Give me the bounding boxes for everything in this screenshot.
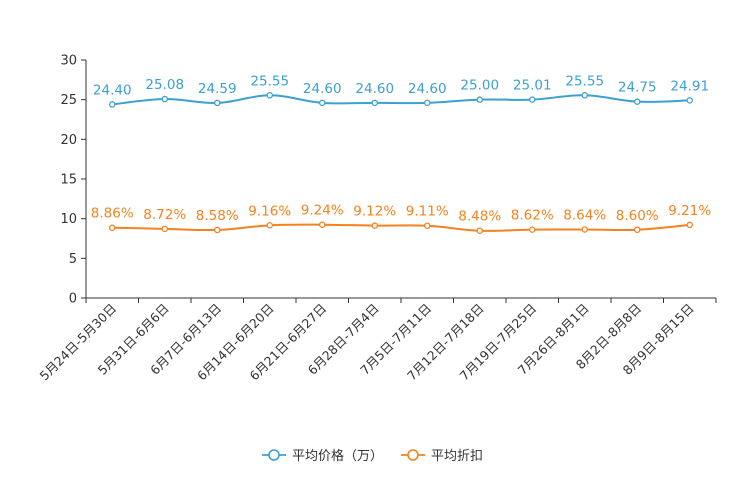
data-point xyxy=(476,96,483,103)
data-label: 8.58% xyxy=(196,208,239,224)
y-tick-label: 20 xyxy=(60,133,77,148)
data-point xyxy=(371,222,378,229)
y-tick-label: 10 xyxy=(60,212,77,227)
legend-label: 平均价格（万） xyxy=(292,448,383,464)
data-point xyxy=(686,97,694,104)
data-label: 8.72% xyxy=(143,207,186,223)
data-label: 9.21% xyxy=(668,203,711,219)
y-tick-label: 0 xyxy=(69,292,77,307)
data-point xyxy=(266,222,273,229)
data-point xyxy=(423,222,431,229)
data-label: 8.48% xyxy=(458,209,501,225)
data-point xyxy=(318,99,326,107)
data-label: 25.08 xyxy=(145,77,184,93)
y-tick-label: 5 xyxy=(69,252,77,267)
data-point xyxy=(371,99,378,107)
series-line-1 xyxy=(112,94,690,106)
data-point xyxy=(266,92,273,99)
legend: 平均价格（万） 平均折扣 xyxy=(262,448,483,464)
legend-label: 平均折扣 xyxy=(431,449,483,464)
data-point xyxy=(476,227,483,234)
data-point xyxy=(109,224,116,231)
data-label: 24.91 xyxy=(670,78,709,94)
data-point xyxy=(318,221,326,228)
data-label: 25.55 xyxy=(565,73,604,89)
y-tick-label: 25 xyxy=(60,93,77,108)
legend-marker xyxy=(268,449,280,461)
data-label: 8.64% xyxy=(563,207,606,223)
data-point xyxy=(423,99,431,107)
data-label: 8.60% xyxy=(616,208,659,224)
data-point xyxy=(109,101,116,108)
data-point xyxy=(161,225,168,233)
data-label: 8.62% xyxy=(511,208,554,224)
data-label: 25.01 xyxy=(513,78,552,94)
data-label: 9.12% xyxy=(353,204,396,220)
data-labels: 24.40 25.08 24.59 25.55 24.60 24.60 24.60 25.00… xyxy=(91,73,712,224)
series-lines xyxy=(109,92,694,234)
y-tick-label: 15 xyxy=(60,173,77,188)
data-label: 25.55 xyxy=(250,73,289,89)
data-point xyxy=(161,95,168,103)
data-point xyxy=(634,98,641,105)
data-label: 24.75 xyxy=(618,80,657,96)
data-point xyxy=(213,99,221,107)
data-label: 9.24% xyxy=(301,203,344,219)
data-point xyxy=(686,221,694,229)
data-point xyxy=(634,226,641,234)
data-label: 24.60 xyxy=(355,81,394,97)
data-point xyxy=(213,226,221,234)
data-point xyxy=(529,96,536,103)
data-label: 24.60 xyxy=(408,81,447,97)
data-label: 24.59 xyxy=(198,81,237,97)
data-point xyxy=(581,226,589,233)
data-point xyxy=(581,92,589,99)
y-tick-label: 30 xyxy=(60,54,77,69)
data-label: 9.16% xyxy=(248,203,291,219)
data-label: 24.40 xyxy=(93,82,132,98)
data-point xyxy=(529,226,536,233)
data-label: 8.86% xyxy=(91,206,134,222)
data-label: 25.00 xyxy=(460,78,499,94)
legend-marker xyxy=(407,449,419,461)
series-line-2 xyxy=(112,223,690,232)
data-label: 9.11% xyxy=(406,204,449,220)
data-label: 24.60 xyxy=(303,81,342,97)
